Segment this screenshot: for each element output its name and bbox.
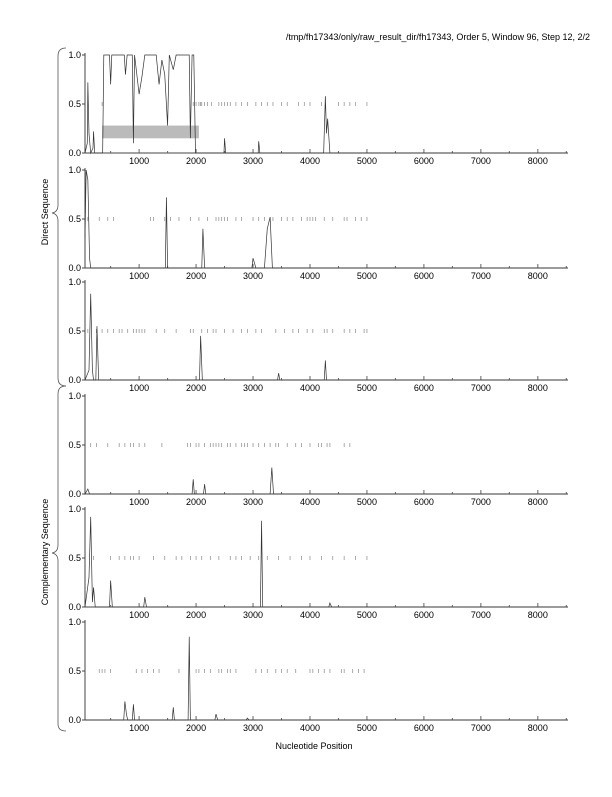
- x-tick-label: 6000: [414, 156, 434, 166]
- x-tick-label: 7000: [471, 723, 491, 733]
- x-tick-label: 4000: [300, 156, 320, 166]
- gene-region-bar: [102, 125, 199, 139]
- x-tick-label: 6000: [414, 383, 434, 393]
- x-tick-label: 3000: [243, 156, 263, 166]
- x-tick-label: 6000: [414, 271, 434, 281]
- panel-6: 0.0 0.5 1.0 1000 2000 3000 4000 5000 6000 7000 800…: [68, 617, 568, 733]
- direct-brace: [51, 47, 67, 387]
- x-tick-label: 6000: [414, 723, 434, 733]
- x-tick-label: 3000: [243, 383, 263, 393]
- coding-potential-line: [84, 467, 568, 495]
- y-tick-label: 1.0: [68, 617, 81, 627]
- x-tick-label: 2000: [186, 383, 206, 393]
- x-tick-label: 7000: [471, 156, 491, 166]
- y-tick-label: 0.5: [68, 326, 81, 336]
- y-tick-label: 0.5: [68, 553, 81, 563]
- x-tick-label: 5000: [357, 383, 377, 393]
- y-tick-label: 0.0: [68, 602, 81, 612]
- coding-potential-line: [84, 169, 568, 269]
- x-tick-label: 1000: [129, 271, 149, 281]
- x-tick-label: 1000: [129, 383, 149, 393]
- panel-5: 0.0 0.5 1.0 1000 2000 3000 4000 5000 6000 7000 800…: [68, 504, 568, 620]
- x-tick-label: 2000: [186, 723, 206, 733]
- x-tick-label: 6000: [414, 610, 434, 620]
- x-tick-label: 8000: [528, 271, 548, 281]
- x-tick-label: 7000: [471, 383, 491, 393]
- y-tick-label: 0.5: [68, 440, 81, 450]
- x-tick-label: 4000: [300, 723, 320, 733]
- y-tick-label: 1.0: [68, 50, 81, 60]
- y-tick-label: 0.0: [68, 375, 81, 385]
- x-tick-label: 7000: [471, 497, 491, 507]
- x-tick-label: 2000: [186, 156, 206, 166]
- x-tick-label: 6000: [414, 497, 434, 507]
- x-tick-label: 5000: [357, 156, 377, 166]
- y-tick-label: 1.0: [68, 165, 81, 175]
- y-tick-label: 0.0: [68, 715, 81, 725]
- x-tick-label: 8000: [528, 383, 548, 393]
- x-tick-label: 7000: [471, 610, 491, 620]
- x-tick-label: 1000: [129, 723, 149, 733]
- x-tick-label: 1000: [129, 156, 149, 166]
- x-tick-label: 2000: [186, 271, 206, 281]
- y-tick-label: 0.5: [68, 214, 81, 224]
- x-tick-label: 5000: [357, 497, 377, 507]
- x-axis-label: Nucleotide Position: [275, 741, 352, 751]
- x-tick-label: 8000: [528, 497, 548, 507]
- panel-2: 0.0 0.5 1.0 1000 2000 3000 4000 5000 6000 7000 800…: [68, 165, 568, 281]
- x-tick-label: 8000: [528, 156, 548, 166]
- x-tick-label: 7000: [471, 271, 491, 281]
- y-tick-label: 1.0: [68, 504, 81, 514]
- y-tick-label: 1.0: [68, 391, 81, 401]
- y-tick-label: 0.0: [68, 263, 81, 273]
- coding-potential-line: [84, 516, 568, 608]
- x-tick-label: 8000: [528, 723, 548, 733]
- x-tick-label: 3000: [243, 723, 263, 733]
- x-tick-label: 5000: [357, 610, 377, 620]
- y-tick-label: 0.0: [68, 489, 81, 499]
- x-tick-label: 3000: [243, 497, 263, 507]
- y-tick-label: 0.0: [68, 148, 81, 158]
- x-tick-label: 2000: [186, 610, 206, 620]
- coding-potential-line: [84, 54, 568, 155]
- complementary-sequence-label: Complementary Sequence: [40, 499, 50, 606]
- x-tick-label: 5000: [357, 271, 377, 281]
- complementary-brace: [51, 385, 67, 732]
- coding-potential-line: [84, 293, 568, 381]
- x-tick-label: 5000: [357, 723, 377, 733]
- x-tick-label: 2000: [186, 497, 206, 507]
- x-tick-label: 1000: [129, 497, 149, 507]
- x-tick-label: 3000: [243, 610, 263, 620]
- panel-1: 0.0 0.5 1.0 1000 2000 3000 4000 5000 6000 7000 800…: [68, 50, 568, 166]
- x-tick-label: 4000: [300, 497, 320, 507]
- coding-potential-line: [85, 636, 568, 721]
- x-tick-label: 4000: [300, 271, 320, 281]
- direct-sequence-label: Direct Sequence: [40, 179, 50, 246]
- x-tick-label: 4000: [300, 383, 320, 393]
- chart-title: /tmp/fh17343/only/raw_result_dir/fh17343…: [286, 32, 590, 42]
- panel-4: 0.0 0.5 1.0 1000 2000 3000 4000 5000 6000 7000 800…: [68, 391, 568, 507]
- x-tick-label: 4000: [300, 610, 320, 620]
- y-tick-label: 0.5: [68, 99, 81, 109]
- panel-3: 0.0 0.5 1.0 1000 2000 3000 4000 5000 6000 7000 800…: [68, 277, 568, 393]
- x-tick-label: 1000: [129, 610, 149, 620]
- y-tick-label: 1.0: [68, 277, 81, 287]
- y-tick-label: 0.5: [68, 666, 81, 676]
- x-tick-label: 8000: [528, 610, 548, 620]
- x-tick-label: 3000: [243, 271, 263, 281]
